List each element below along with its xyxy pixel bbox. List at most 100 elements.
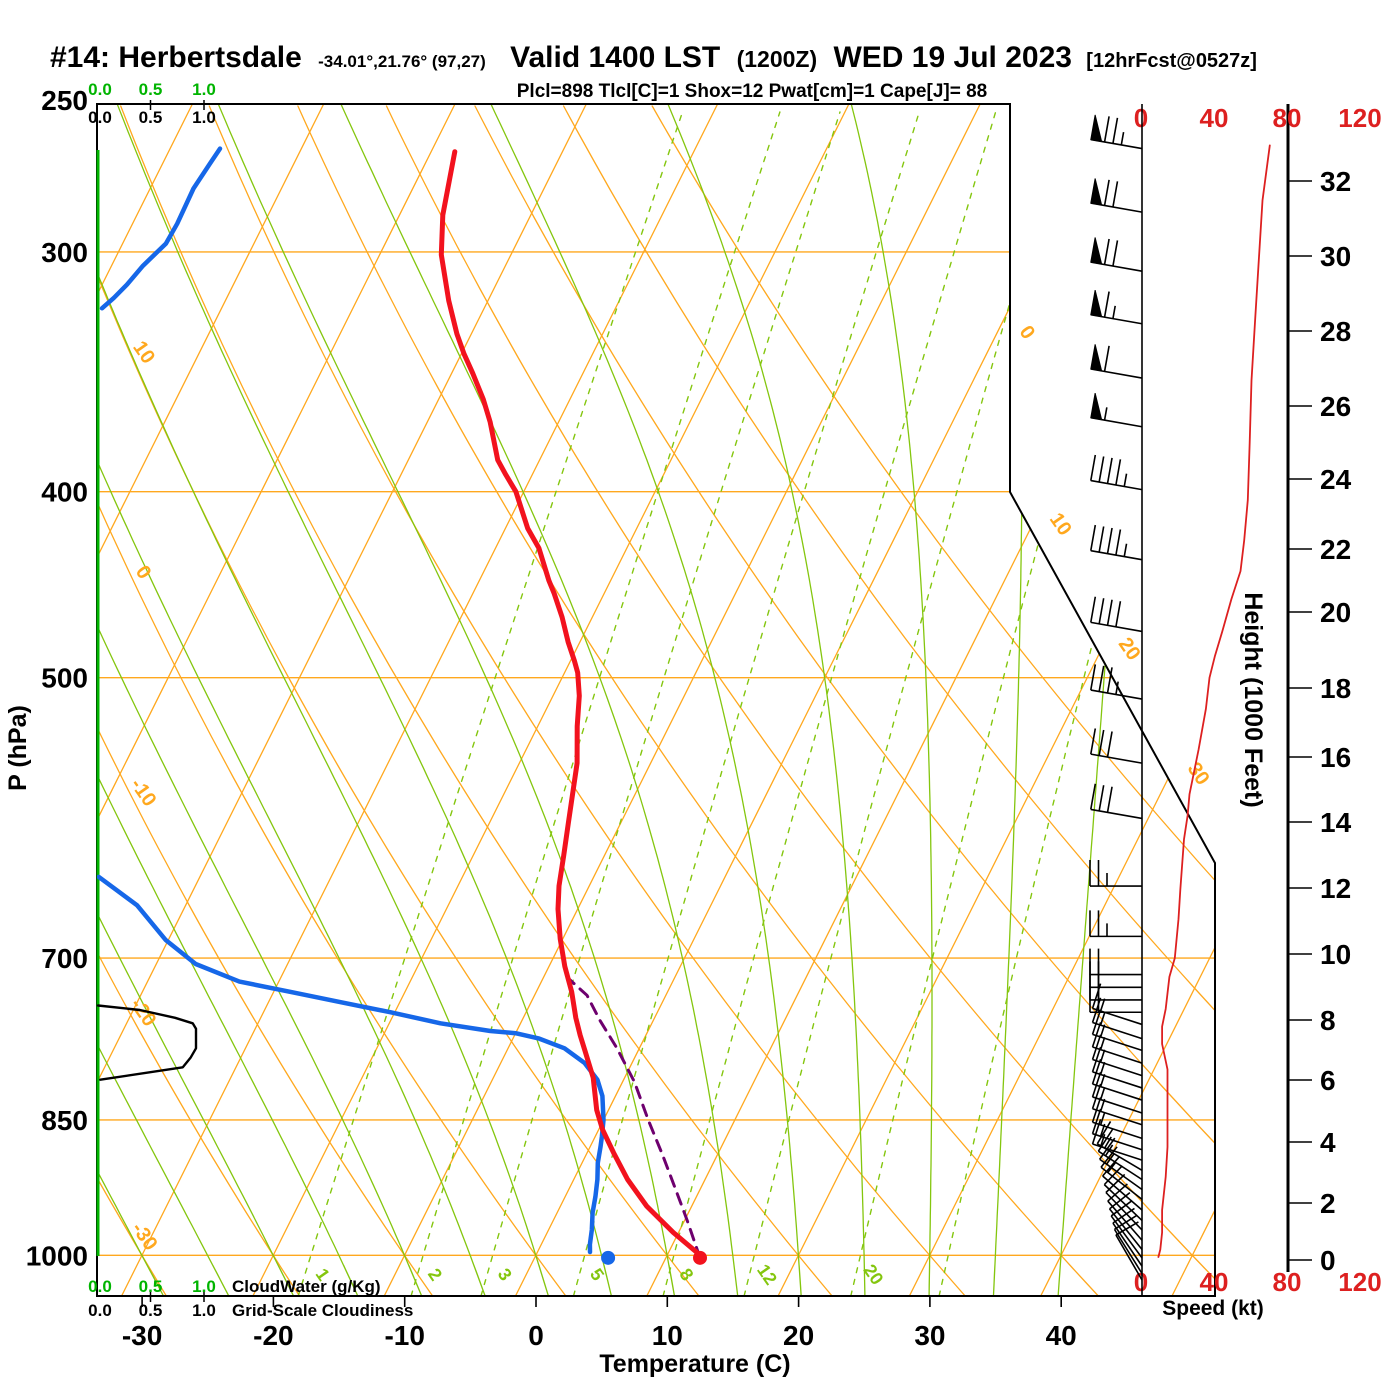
speed-tick-top-120: 120 [1338,103,1381,133]
barb-half-5kt [1099,1024,1106,1038]
barb-half-5kt [1123,473,1128,487]
mixing-ratio-line-30 [938,111,1215,1296]
cloudwater-scale-top-1.0: 1.0 [192,80,216,99]
barb-full-10kt [1102,1155,1121,1177]
chart-title: #14: Herbertsdale -34.01°,21.76° (97,27)… [50,41,1257,74]
moist-adiabat--20c [97,104,294,1296]
dry-adiabat--20c [97,105,301,1296]
speed-tick-top-0: 0 [1134,103,1148,133]
wind-barb-370hpa [1090,392,1143,428]
barb-full-10kt [1099,1137,1116,1160]
dry-adiabat--40c [0,106,33,1296]
barb-full-10kt [1091,1083,1102,1109]
barb-full-10kt [1106,527,1113,554]
wind-barb-794hpa [1091,1022,1143,1064]
wind-barb-554hpa [1090,728,1143,764]
height-label-8: 8 [1320,1005,1336,1036]
barb-full-10kt [1091,1097,1102,1123]
barb-flag-50kt [1090,237,1103,265]
dry-adiabat-label-10: 10 [128,337,159,368]
mixing-ratio-line-2 [410,111,781,1296]
temperature-axis-title: Temperature (C) [599,1350,790,1378]
barb-flag-50kt [1090,344,1103,372]
cloudiness-legend: Grid-Scale Cloudiness [232,1301,413,1320]
temp-label--20: -20 [253,1320,293,1351]
barb-full-10kt [1091,983,1102,1009]
isotherm-label-20: 20 [1114,634,1145,665]
pressure-label-250: 250 [41,85,88,116]
moist-adiabat-15c [334,104,739,1296]
moist-adiabat--15c [97,104,359,1296]
surface-markers [601,1250,708,1265]
cloudwater-scale-bottom-0.5: 0.5 [139,1277,163,1296]
height-label-28: 28 [1320,316,1351,347]
speed-tick-top-40: 40 [1200,103,1229,133]
plot-frame [96,100,1216,1302]
wind-barb-592hpa [1090,783,1143,820]
wind-barb-1003hpa [1110,1199,1143,1259]
wind-barb-513hpa [1090,664,1143,700]
moist-adiabat--10c [97,104,422,1296]
cloudwater-legend: CloudWater (g/Kg) [232,1277,381,1296]
height-axis-title: Height (1000 Feet) [1239,592,1267,807]
barb-full-10kt [1091,997,1102,1023]
isotherm-label-0: 0 [1015,322,1039,344]
wind-barb-307hpa [1090,237,1143,272]
title-fcst: [12hrFcst@0527z] [1086,50,1257,72]
barb-flag-50kt [1090,178,1103,206]
height-label-6: 6 [1320,1065,1336,1096]
height-label-20: 20 [1320,597,1351,628]
barb-full-10kt [1091,1119,1102,1145]
height-label-16: 16 [1320,742,1351,773]
wind-barb-1030hpa [1115,1221,1143,1281]
moist-adiabat-0c [97,104,549,1296]
barb-full-10kt [1098,598,1105,624]
wind-barb-806hpa [1091,1034,1143,1077]
mixing-ratio-line-5 [572,111,920,1296]
temp-label--10: -10 [384,1320,424,1351]
mixing-ratio-line-1 [297,111,684,1296]
barb-half-5kt [1099,1123,1106,1137]
barb-full-10kt [1090,664,1097,691]
barb-full-10kt [1106,731,1113,758]
wind-barb-758hpa [1091,983,1143,1026]
dewpoint-curve-upper [99,146,223,311]
height-label-4: 4 [1320,1127,1336,1158]
moist-adiabat-5c [112,104,612,1296]
barb-full-10kt [1090,728,1097,755]
speed-tick-top-80: 80 [1273,103,1302,133]
speed-tick-bottom-80: 80 [1273,1267,1302,1297]
barb-full-10kt [1103,345,1110,372]
cloudiness-scale-top-0.5: 0.5 [139,108,163,127]
temp-label-30: 30 [914,1320,945,1351]
barb-half-5kt [1104,1144,1114,1157]
barb-full-10kt [1098,729,1105,756]
barb-full-10kt [1112,240,1119,267]
barb-full-10kt [1107,1183,1128,1202]
mixing-ratio-label-5: 5 [586,1265,608,1285]
mixing-ratio-label-12: 12 [753,1261,781,1289]
dry-adiabat-label--10: -10 [126,774,161,810]
barb-full-10kt [1091,1022,1102,1048]
barb-half-5kt [1120,131,1125,146]
height-label-14: 14 [1320,807,1352,838]
barb-full-10kt [1103,1165,1123,1186]
plot-boundary [96,103,1216,1297]
barb-full-10kt [1110,1199,1133,1217]
background-grid [0,104,1215,1296]
isotherm--20c [252,104,850,1296]
height-label-26: 26 [1320,391,1351,422]
barb-half-5kt [1103,1136,1112,1149]
dry-adiabat-label--30: -30 [127,1218,162,1254]
cloudiness-scale-bottom-0.0: 0.0 [88,1301,112,1320]
isotherm-20c [777,104,1215,1296]
height-label-10: 10 [1320,939,1351,970]
title-coords: -34.01°,21.76° (97,27) [318,52,486,71]
dry-adiabat-70c [562,105,1215,1296]
wind-barb-682hpa [1089,910,1142,938]
cloudiness-scale-top-1.0: 1.0 [192,108,216,127]
wind-barb-265hpa [1090,114,1143,150]
barb-full-10kt [1103,291,1110,318]
